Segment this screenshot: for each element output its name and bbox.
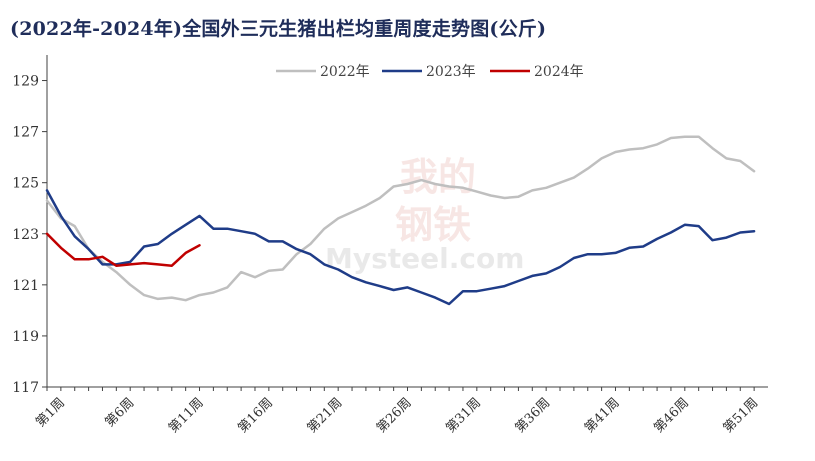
watermark-top: 我的	[400, 155, 476, 199]
x-tick-label: 第21周	[305, 395, 346, 436]
watermark-mid: 钢铁	[395, 203, 471, 247]
y-tick-label: 127	[12, 125, 39, 141]
series-layer	[45, 135, 756, 306]
legend-label-2: 2024年	[534, 64, 584, 80]
x-tick-label: 第31周	[443, 395, 484, 436]
series-line-2	[45, 232, 201, 267]
chart-title: (2022年-2024年)全国外三元生猪出栏均重周度走势图(公斤)	[10, 18, 547, 40]
y-tick-label: 121	[12, 278, 39, 294]
x-tick-label: 第36周	[513, 395, 554, 436]
watermark-bottom: Mysteel.com	[325, 242, 524, 275]
y-tick-label: 125	[12, 176, 39, 192]
x-tick-label: 第16周	[235, 395, 276, 436]
y-tick-label: 119	[12, 329, 39, 345]
x-tick-label: 第6周	[103, 395, 138, 430]
y-tick-label: 123	[12, 227, 39, 243]
x-tick-label: 第41周	[582, 395, 623, 436]
legend-label-0: 2022年	[320, 64, 370, 80]
legend-label-1: 2023年	[426, 64, 476, 80]
x-tick-label: 第51周	[721, 395, 762, 436]
x-tick-label: 第11周	[166, 395, 207, 436]
y-tick-label: 129	[12, 74, 39, 90]
series-line-0	[45, 135, 756, 302]
x-tick-label: 第1周	[33, 395, 68, 430]
y-tick-label: 117	[12, 380, 39, 396]
series-line-1	[45, 189, 756, 306]
x-tick-label: 第26周	[374, 395, 415, 436]
x-tick-label: 第46周	[651, 395, 692, 436]
mysteel-watermark: 我的 钢铁 Mysteel.com	[325, 155, 524, 275]
legend: 2022年 2023年 2024年	[276, 64, 584, 80]
